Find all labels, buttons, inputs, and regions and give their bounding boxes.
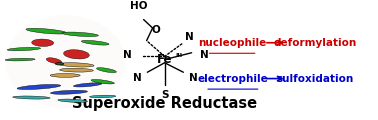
Ellipse shape: [91, 79, 115, 84]
Text: electrophile: electrophile: [198, 74, 268, 84]
Text: S: S: [161, 90, 168, 100]
Text: N: N: [124, 50, 132, 60]
Ellipse shape: [58, 99, 87, 102]
Text: N: N: [133, 72, 142, 83]
Ellipse shape: [59, 63, 94, 67]
Text: nucleophile: nucleophile: [198, 38, 266, 48]
Ellipse shape: [81, 40, 109, 45]
Ellipse shape: [62, 32, 98, 37]
Circle shape: [56, 63, 64, 65]
Ellipse shape: [64, 50, 89, 59]
Ellipse shape: [73, 83, 102, 87]
Text: Superoxide Reductase: Superoxide Reductase: [72, 96, 257, 111]
Ellipse shape: [32, 39, 54, 46]
Ellipse shape: [5, 15, 125, 108]
Text: III: III: [176, 53, 183, 58]
Ellipse shape: [26, 28, 67, 34]
Ellipse shape: [7, 47, 40, 51]
Ellipse shape: [13, 96, 50, 99]
Text: N: N: [185, 32, 194, 42]
Ellipse shape: [5, 58, 35, 61]
Ellipse shape: [50, 90, 87, 94]
Ellipse shape: [50, 74, 80, 77]
Text: Fe: Fe: [157, 53, 172, 66]
Ellipse shape: [17, 84, 61, 90]
Text: O: O: [152, 25, 161, 35]
Text: sulfoxidation: sulfoxidation: [276, 74, 353, 84]
Text: N: N: [200, 50, 209, 60]
Ellipse shape: [60, 68, 93, 72]
Ellipse shape: [90, 95, 116, 98]
Ellipse shape: [96, 68, 116, 73]
Ellipse shape: [46, 58, 62, 63]
Text: deformylation: deformylation: [273, 38, 356, 48]
Text: N: N: [189, 72, 197, 83]
Text: HO: HO: [130, 1, 147, 11]
